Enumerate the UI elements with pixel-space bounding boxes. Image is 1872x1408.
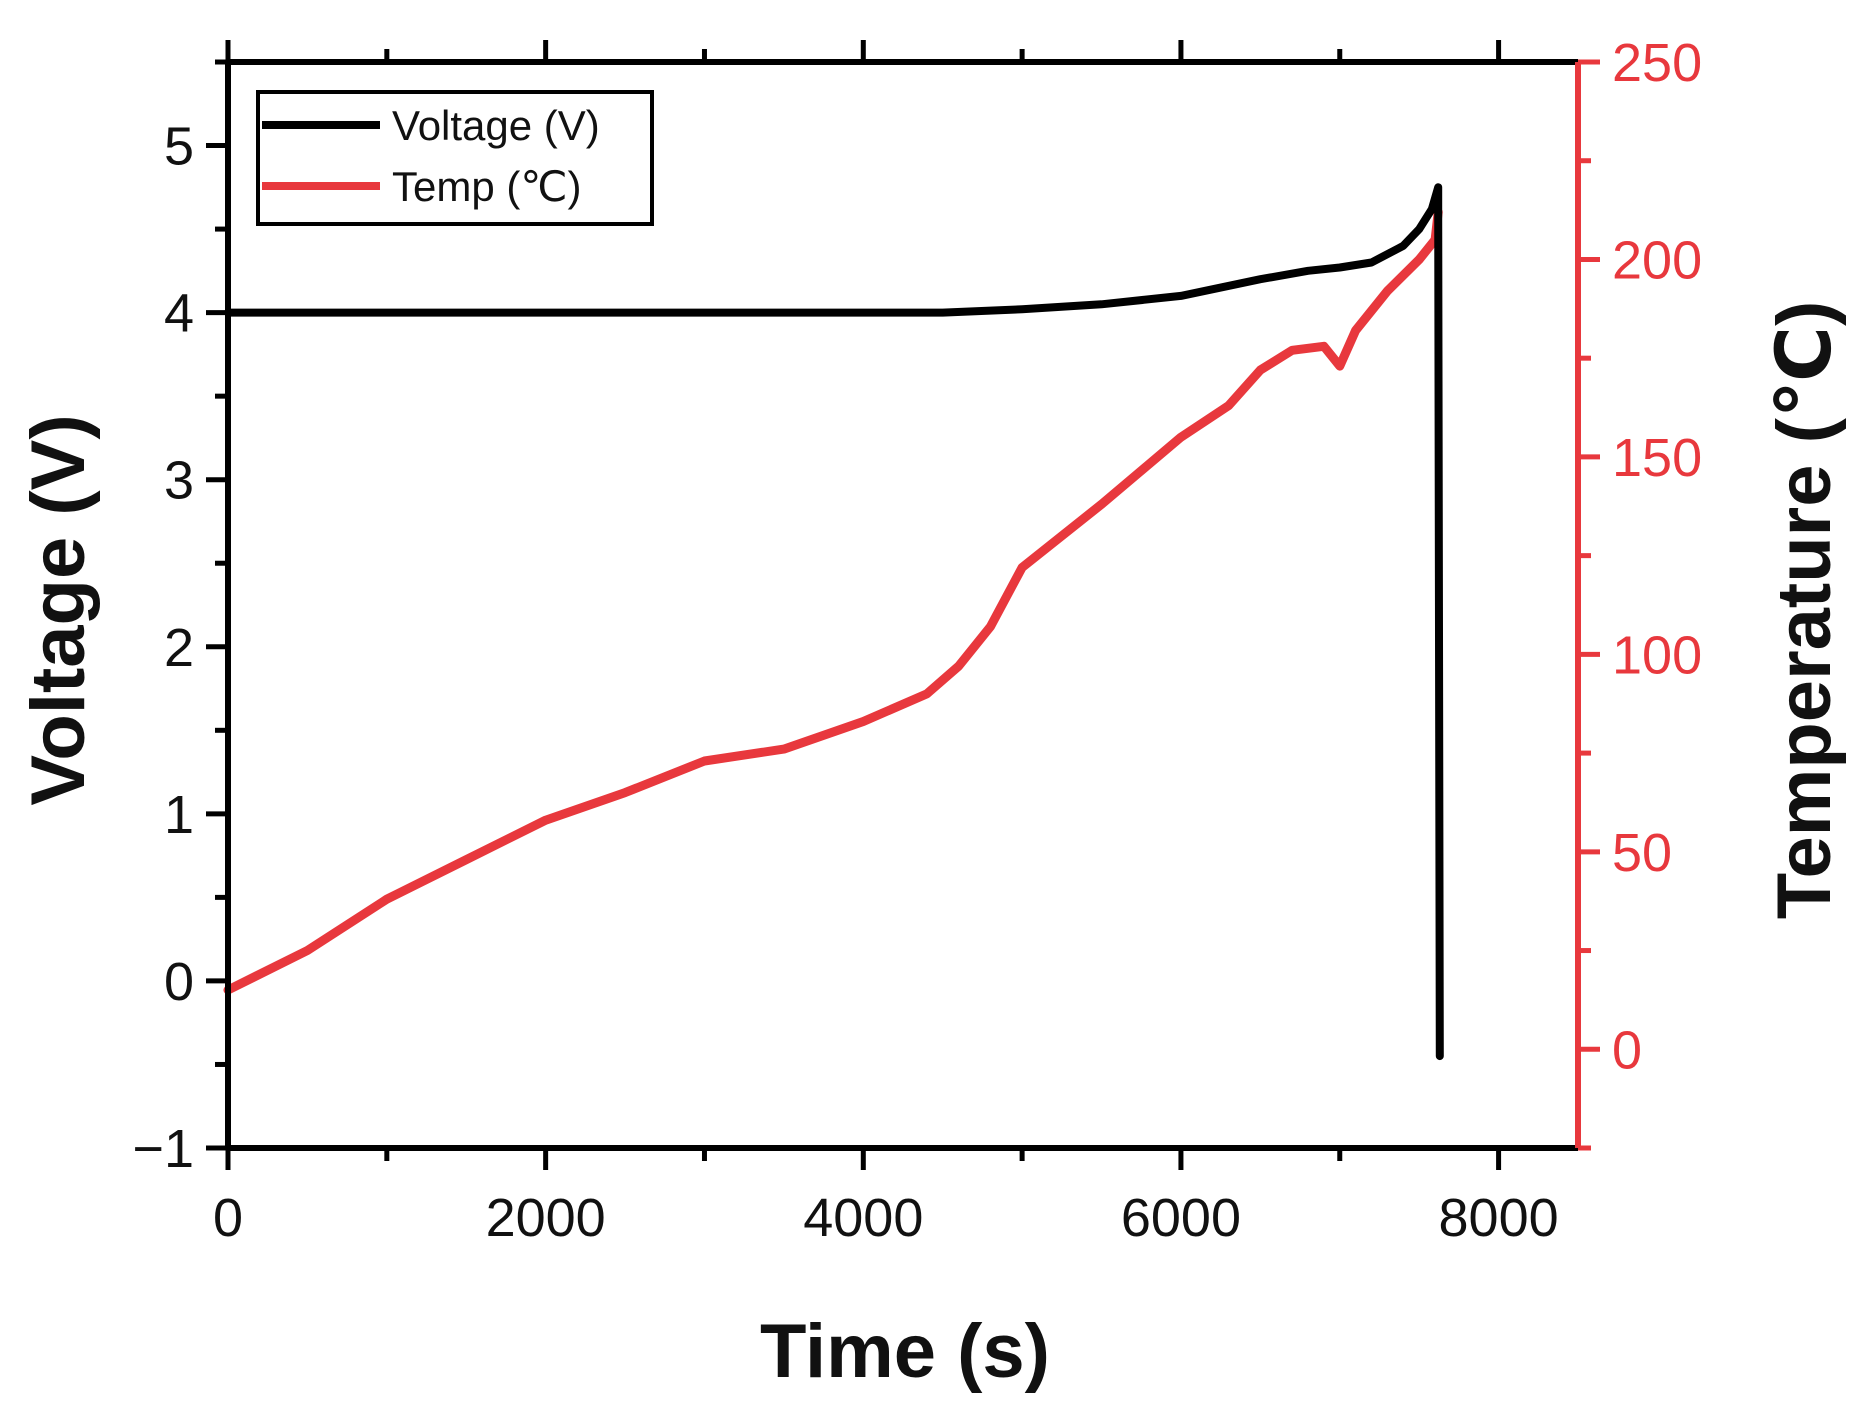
y-tick-label: 1 [164, 785, 194, 845]
x-tick-label: 2000 [486, 1188, 606, 1248]
y2-tick-label: 150 [1612, 428, 1702, 488]
y2-tick-label: 200 [1612, 230, 1702, 290]
legend-temp-label: Temp (℃) [392, 163, 582, 210]
voltage-series-line [224, 183, 1444, 1061]
legend: Voltage (V) Temp (℃) [256, 90, 654, 226]
series-layer [223, 183, 1444, 1061]
y-tick-label: 2 [164, 618, 194, 678]
x-axis-title: Time (s) [760, 1309, 1050, 1394]
legend-voltage-label: Voltage (V) [392, 102, 600, 149]
y2-tick-label: 100 [1612, 625, 1702, 685]
y2-tick-label: 0 [1612, 1020, 1642, 1080]
y-tick-label: −1 [132, 1119, 194, 1179]
x-tick-label: 6000 [1121, 1188, 1241, 1248]
y-tick-label: 5 [164, 117, 194, 177]
y-tick-label: 4 [164, 284, 194, 344]
x-tick-label: 0 [213, 1188, 243, 1248]
y2-tick-label: 50 [1612, 823, 1672, 883]
y-tick-label: 3 [164, 451, 194, 511]
y2-tick-label: 250 [1612, 33, 1702, 93]
ticks-layer [206, 40, 1600, 1170]
x-tick-label: 8000 [1439, 1188, 1559, 1248]
y2-axis-title: Temperature (℃) [1762, 301, 1847, 920]
y-tick-label: 0 [164, 952, 194, 1012]
temp-series-line [223, 207, 1443, 995]
y-axis-title: Voltage (V) [16, 414, 101, 805]
axes-layer [225, 59, 1581, 1151]
x-tick-label: 4000 [803, 1188, 923, 1248]
legend-box [256, 90, 654, 226]
